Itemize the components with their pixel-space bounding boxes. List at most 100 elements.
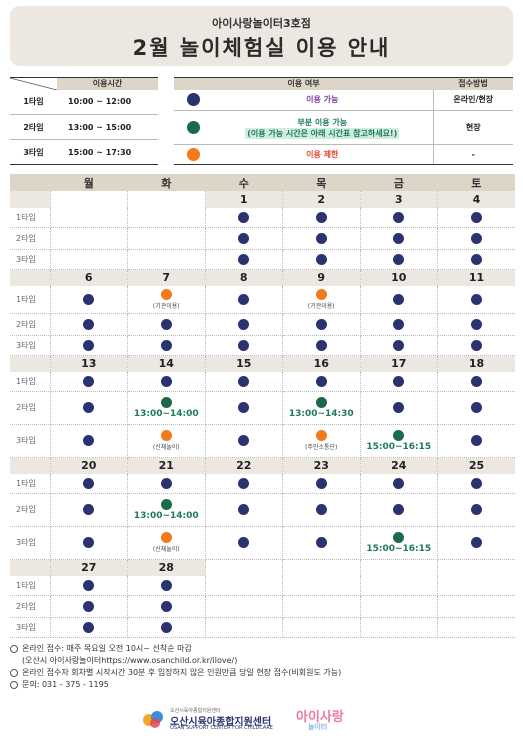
availability-cell [205, 595, 283, 618]
navy-dot-icon [393, 318, 405, 330]
availability-cell[interactable] [127, 313, 206, 336]
weekday-fri: 금 [360, 174, 438, 191]
availability-cell[interactable] [437, 372, 515, 392]
availability-cell [205, 576, 283, 596]
availability-cell[interactable]: (기관이용) [127, 286, 206, 314]
slot-row: 2타임 13:00~14:00 [10, 493, 515, 527]
navy-dot-icon [238, 253, 250, 265]
availability-cell[interactable] [437, 391, 515, 425]
availability-cell[interactable] [437, 227, 515, 250]
navy-dot-icon [315, 477, 327, 489]
availability-cell[interactable] [437, 526, 515, 560]
availability-cell[interactable] [205, 335, 283, 356]
availability-cell[interactable] [360, 208, 438, 228]
navy-dot-icon [238, 318, 250, 330]
availability-cell[interactable] [50, 474, 128, 494]
availability-cell[interactable] [205, 493, 283, 527]
availability-cell[interactable] [50, 335, 128, 356]
availability-cell[interactable] [50, 576, 128, 596]
logo-tiny-text: 오산시육아종합지원센터 [170, 708, 221, 714]
availability-cell[interactable] [50, 424, 128, 458]
slot-time: 15:00 ~ 17:30 [57, 139, 158, 165]
date-cell: 20 [50, 457, 128, 474]
availability-cell[interactable] [205, 227, 283, 250]
availability-cell[interactable] [437, 493, 515, 527]
availability-cell[interactable] [437, 286, 515, 314]
availability-cell[interactable] [360, 249, 438, 270]
date-cell: 16 [282, 355, 361, 372]
availability-cell[interactable] [282, 249, 361, 270]
availability-cell[interactable]: (신체놀이) [127, 526, 206, 560]
availability-cell[interactable] [50, 286, 128, 314]
slot-label: 1타임 [10, 576, 51, 596]
weekday-mon: 월 [50, 174, 128, 191]
availability-cell[interactable] [360, 335, 438, 356]
availability-cell[interactable] [282, 474, 361, 494]
availability-cell[interactable] [282, 372, 361, 392]
availability-cell[interactable] [205, 286, 283, 314]
availability-cell[interactable] [360, 474, 438, 494]
availability-cell[interactable] [360, 286, 438, 314]
availability-cell[interactable] [205, 313, 283, 336]
availability-cell[interactable] [437, 424, 515, 458]
availability-cell[interactable] [205, 208, 283, 228]
availability-cell[interactable] [437, 474, 515, 494]
slot-label: 2타임 [10, 114, 57, 140]
availability-cell[interactable] [360, 493, 438, 527]
availability-cell[interactable] [50, 526, 128, 560]
availability-cell[interactable]: 13:00~14:30 [282, 391, 361, 425]
availability-cell[interactable] [282, 526, 361, 560]
availability-cell[interactable] [282, 493, 361, 527]
slot-row: 3타임 [10, 617, 515, 638]
page-title: 2월 놀이체험실 이용 안내 [132, 36, 391, 60]
availability-cell[interactable]: (신체놀이) [127, 424, 206, 458]
navy-dot-icon [83, 318, 95, 330]
availability-cell[interactable]: 13:00~14:00 [127, 493, 206, 527]
availability-cell[interactable] [127, 595, 206, 618]
availability-cell[interactable] [50, 372, 128, 392]
navy-dot-icon [238, 339, 250, 351]
cell-note: (기관이용) [152, 302, 180, 310]
availability-cell[interactable] [205, 424, 283, 458]
date-cell: 8 [205, 269, 283, 286]
availability-cell[interactable] [205, 372, 283, 392]
availability-cell[interactable] [50, 493, 128, 527]
availability-cell[interactable] [205, 526, 283, 560]
navy-dot-icon [471, 211, 482, 223]
availability-cell[interactable] [127, 335, 206, 356]
availability-cell[interactable] [127, 372, 206, 392]
availability-cell[interactable] [127, 576, 206, 596]
availability-cell[interactable] [360, 372, 438, 392]
availability-cell[interactable] [282, 313, 361, 336]
navy-dot-icon [160, 579, 172, 591]
cell-note: (기관이용) [307, 302, 335, 310]
availability-cell[interactable] [127, 474, 206, 494]
availability-cell[interactable] [360, 313, 438, 336]
availability-cell[interactable] [437, 208, 515, 228]
availability-cell[interactable] [50, 313, 128, 336]
availability-cell[interactable] [127, 617, 206, 638]
availability-cell[interactable]: (기관이용) [282, 286, 361, 314]
availability-cell[interactable] [282, 227, 361, 250]
availability-cell[interactable]: 15:00~16:15 [360, 424, 438, 458]
availability-cell[interactable]: (주민소통단) [282, 424, 361, 458]
availability-cell[interactable] [437, 313, 515, 336]
legend-text: 이용 제한 [212, 144, 433, 165]
navy-dot-icon [393, 232, 405, 244]
availability-cell[interactable] [437, 249, 515, 270]
availability-cell[interactable] [205, 474, 283, 494]
availability-cell[interactable] [282, 208, 361, 228]
availability-cell[interactable] [205, 249, 283, 270]
availability-cell[interactable]: 13:00~14:00 [127, 391, 206, 425]
availability-cell[interactable] [360, 391, 438, 425]
availability-cell[interactable]: 15:00~16:15 [360, 526, 438, 560]
availability-cell[interactable] [50, 391, 128, 425]
availability-cell[interactable] [360, 227, 438, 250]
availability-cell[interactable] [205, 391, 283, 425]
availability-cell[interactable] [437, 335, 515, 356]
availability-cell[interactable] [50, 595, 128, 618]
availability-cell[interactable] [50, 617, 128, 638]
navy-dot-icon [83, 293, 95, 305]
availability-cell[interactable] [282, 335, 361, 356]
